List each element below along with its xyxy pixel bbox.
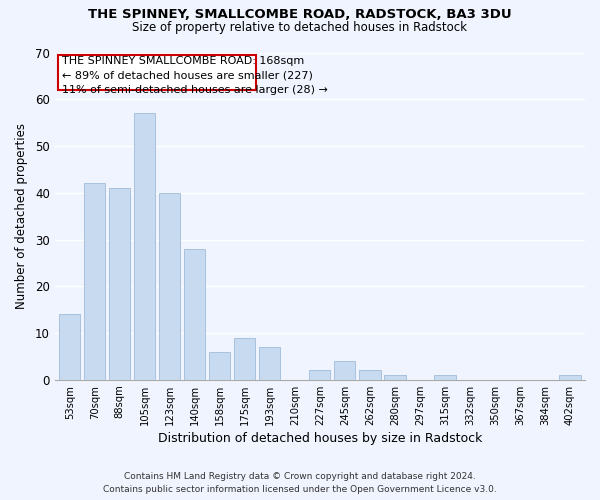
Bar	[159, 193, 181, 380]
Bar	[384, 375, 406, 380]
Bar	[209, 352, 230, 380]
Y-axis label: Number of detached properties: Number of detached properties	[15, 123, 28, 309]
Bar	[184, 249, 205, 380]
Bar	[59, 314, 80, 380]
Bar	[259, 347, 280, 380]
Text: THE SPINNEY SMALLCOMBE ROAD: 168sqm
← 89% of detached houses are smaller (227)
1: THE SPINNEY SMALLCOMBE ROAD: 168sqm ← 89…	[62, 56, 328, 95]
FancyBboxPatch shape	[58, 55, 256, 90]
Bar	[309, 370, 331, 380]
X-axis label: Distribution of detached houses by size in Radstock: Distribution of detached houses by size …	[158, 432, 482, 445]
Bar	[84, 184, 106, 380]
Bar	[109, 188, 130, 380]
Bar	[334, 361, 355, 380]
Bar	[359, 370, 380, 380]
Bar	[434, 375, 455, 380]
Bar	[234, 338, 256, 380]
Bar	[559, 375, 581, 380]
Text: Contains HM Land Registry data © Crown copyright and database right 2024.
Contai: Contains HM Land Registry data © Crown c…	[103, 472, 497, 494]
Text: THE SPINNEY, SMALLCOMBE ROAD, RADSTOCK, BA3 3DU: THE SPINNEY, SMALLCOMBE ROAD, RADSTOCK, …	[88, 8, 512, 20]
Bar	[134, 114, 155, 380]
Text: Size of property relative to detached houses in Radstock: Size of property relative to detached ho…	[133, 21, 467, 34]
